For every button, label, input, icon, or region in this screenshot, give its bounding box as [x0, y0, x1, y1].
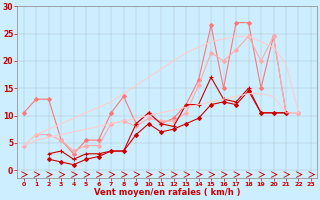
X-axis label: Vent moyen/en rafales ( km/h ): Vent moyen/en rafales ( km/h )	[94, 188, 241, 197]
